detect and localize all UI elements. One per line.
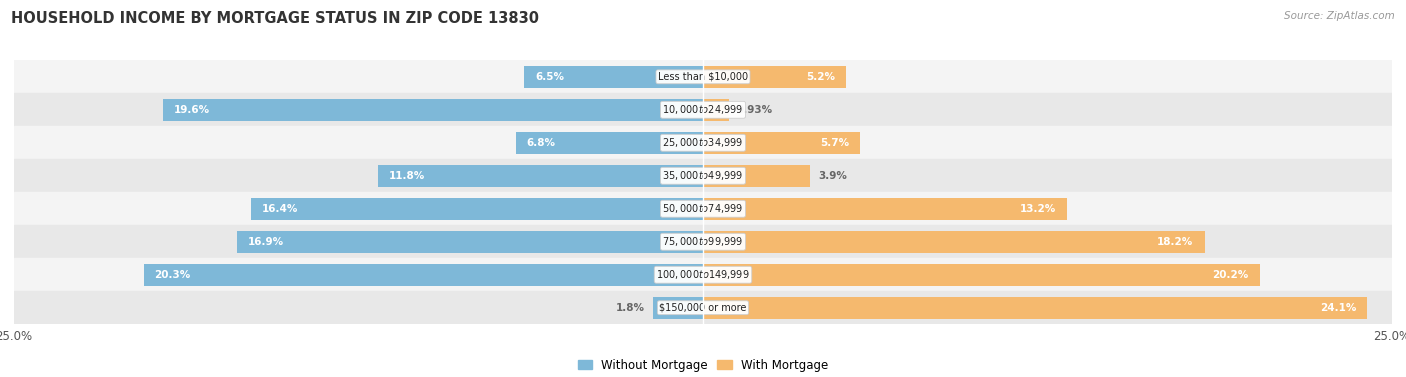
Bar [14,258,1392,291]
Text: 1.8%: 1.8% [616,303,645,313]
Text: 6.8%: 6.8% [527,138,555,148]
Text: 19.6%: 19.6% [174,105,209,115]
Text: $150,000 or more: $150,000 or more [659,303,747,313]
Bar [516,132,703,154]
Text: 20.2%: 20.2% [1212,270,1249,280]
Text: $75,000 to $99,999: $75,000 to $99,999 [662,235,744,248]
Bar [703,132,860,154]
Bar [238,231,703,253]
Text: 16.9%: 16.9% [249,237,284,247]
Bar [378,165,703,187]
Text: HOUSEHOLD INCOME BY MORTGAGE STATUS IN ZIP CODE 13830: HOUSEHOLD INCOME BY MORTGAGE STATUS IN Z… [11,11,540,26]
Legend: Without Mortgage, With Mortgage: Without Mortgage, With Mortgage [574,354,832,376]
Bar [654,296,703,319]
Bar [14,225,1392,258]
Bar [703,198,1067,220]
Text: 11.8%: 11.8% [389,171,425,181]
Text: $50,000 to $74,999: $50,000 to $74,999 [662,202,744,215]
Bar [703,66,846,88]
Text: Less than $10,000: Less than $10,000 [658,72,748,82]
Text: 16.4%: 16.4% [262,204,298,214]
Text: 18.2%: 18.2% [1157,237,1194,247]
Bar [703,264,1260,286]
Bar [14,159,1392,192]
Bar [252,198,703,220]
Text: 5.2%: 5.2% [806,72,835,82]
Text: $10,000 to $24,999: $10,000 to $24,999 [662,103,744,116]
Text: $100,000 to $149,999: $100,000 to $149,999 [657,268,749,281]
Bar [14,93,1392,126]
Text: 24.1%: 24.1% [1320,303,1357,313]
Text: Source: ZipAtlas.com: Source: ZipAtlas.com [1284,11,1395,21]
Bar [703,296,1367,319]
Bar [703,99,728,121]
Text: 20.3%: 20.3% [155,270,191,280]
Text: 5.7%: 5.7% [820,138,849,148]
Bar [143,264,703,286]
Bar [14,60,1392,93]
Text: 6.5%: 6.5% [534,72,564,82]
Bar [14,192,1392,225]
Bar [703,165,810,187]
Text: 3.9%: 3.9% [818,171,848,181]
Bar [163,99,703,121]
Text: 0.93%: 0.93% [737,105,773,115]
Bar [14,291,1392,324]
Text: $25,000 to $34,999: $25,000 to $34,999 [662,136,744,149]
Bar [14,126,1392,159]
Bar [703,231,1205,253]
Text: 13.2%: 13.2% [1019,204,1056,214]
Text: $35,000 to $49,999: $35,000 to $49,999 [662,169,744,182]
Bar [524,66,703,88]
